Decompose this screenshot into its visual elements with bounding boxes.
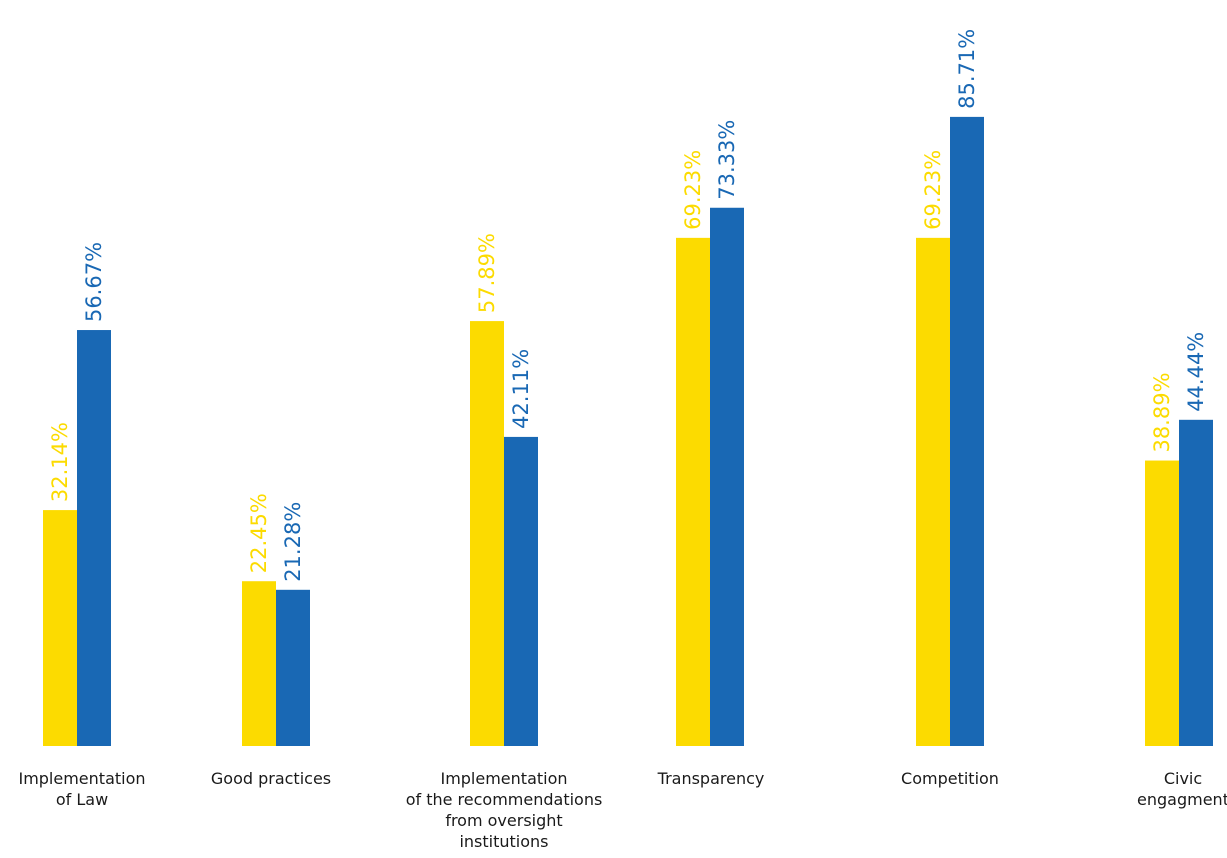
bar-series1-6 bbox=[1145, 460, 1179, 746]
category-label-3-line-2: of the recommendations bbox=[406, 790, 603, 809]
data-label-series2-1: 56.67% bbox=[82, 242, 106, 322]
data-label-series2-5: 85.71% bbox=[955, 29, 979, 109]
data-label-series1-4: 69.23% bbox=[681, 150, 705, 230]
data-label-series2-4: 73.33% bbox=[715, 120, 739, 200]
bar-series2-4 bbox=[710, 207, 744, 746]
bar-series2-3 bbox=[504, 436, 538, 746]
bar-series2-1 bbox=[77, 330, 111, 746]
data-label-series2-6: 44.44% bbox=[1184, 332, 1208, 412]
data-label-series2-2: 21.28% bbox=[281, 502, 305, 582]
bar-series2-6 bbox=[1179, 419, 1213, 746]
data-label-series1-5: 69.23% bbox=[921, 150, 945, 230]
category-label-3-line-3: from oversight bbox=[445, 811, 562, 830]
bar-series1-1 bbox=[43, 510, 77, 746]
bar-series1-3 bbox=[470, 321, 504, 746]
category-label-1-line-2: of Law bbox=[56, 790, 108, 809]
category-label-1-line-1: Implementation bbox=[18, 769, 145, 788]
data-label-series1-1: 32.14% bbox=[48, 422, 72, 502]
data-label-series1-6: 38.89% bbox=[1150, 372, 1174, 452]
bar-series1-2 bbox=[242, 581, 276, 746]
category-label-4-line-1: Transparency bbox=[657, 769, 765, 788]
bar-series2-2 bbox=[276, 589, 310, 746]
category-label-5-line-1: Competition bbox=[901, 769, 999, 788]
data-label-series1-3: 57.89% bbox=[475, 233, 499, 313]
category-label-3-line-4: institutions bbox=[459, 832, 548, 851]
data-label-series2-3: 42.11% bbox=[509, 349, 533, 429]
data-label-series1-2: 22.45% bbox=[247, 493, 271, 573]
bar-series2-5 bbox=[950, 116, 984, 746]
bar-series1-4 bbox=[676, 237, 710, 746]
category-label-6-line-2: engagment bbox=[1137, 790, 1227, 809]
category-label-3-line-1: Implementation bbox=[440, 769, 567, 788]
category-label-2-line-1: Good practices bbox=[211, 769, 331, 788]
category-label-6-line-1: Civic bbox=[1164, 769, 1202, 788]
bar-series1-5 bbox=[916, 237, 950, 746]
